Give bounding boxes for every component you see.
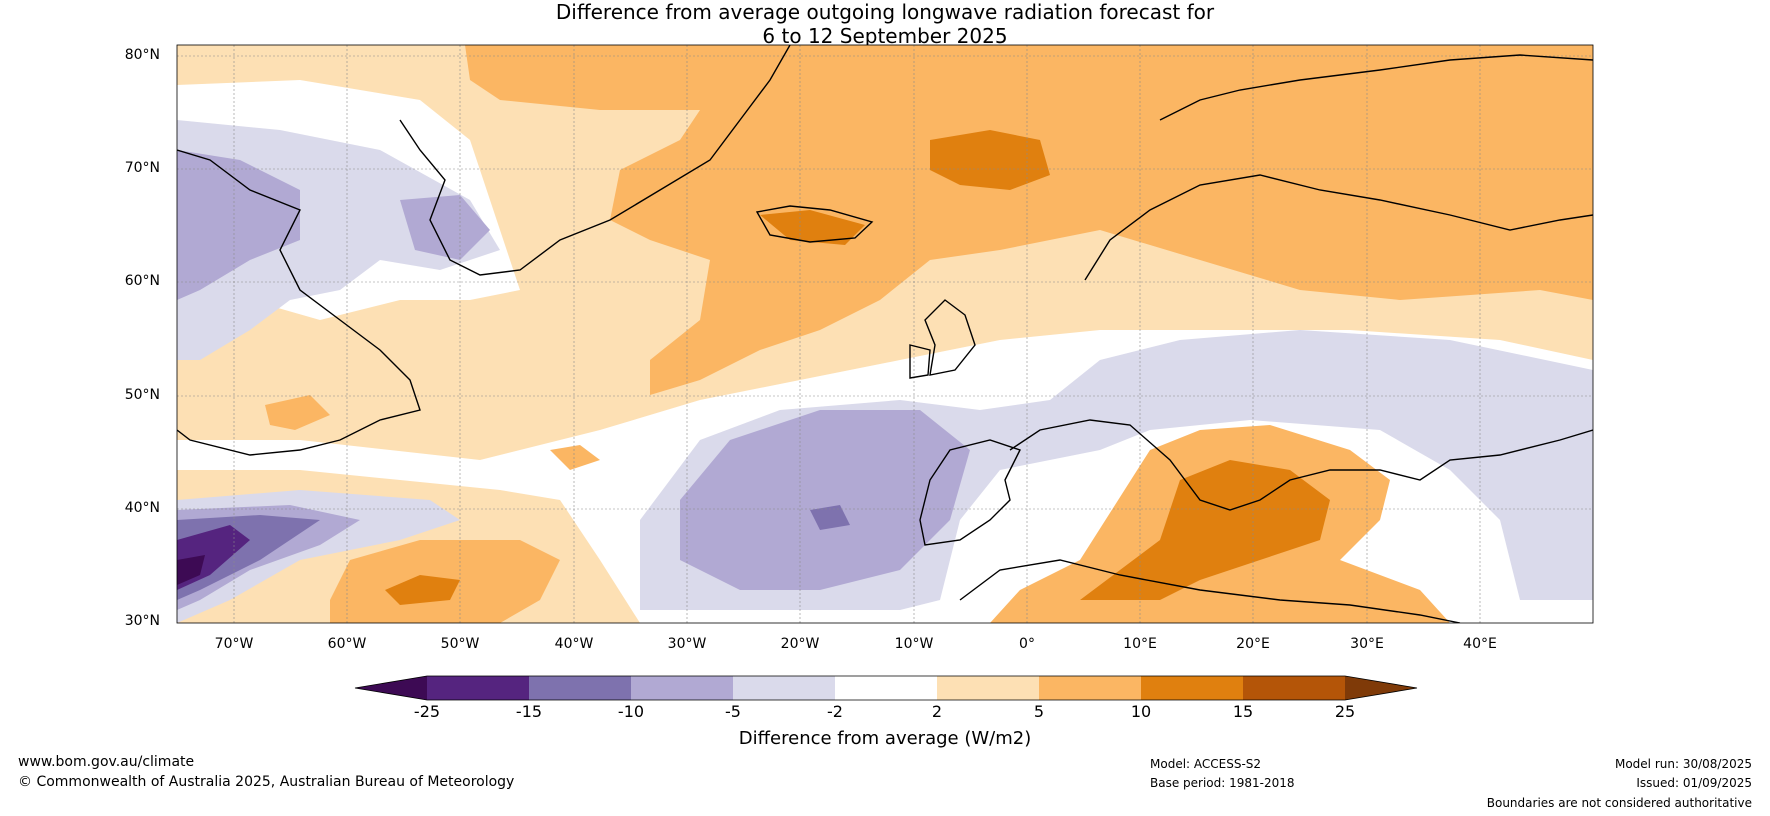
- graticule: [177, 45, 1593, 623]
- colorbar-tick: 2: [931, 702, 943, 721]
- map-title: Difference from average outgoing longwav…: [0, 0, 1770, 48]
- colorbar-bin-3: [631, 676, 733, 700]
- zone-mid-purple-patch: [810, 505, 850, 530]
- lat-label-50n: 50°N: [124, 387, 160, 403]
- lon-label-10w: 10°W: [894, 636, 934, 652]
- colorbar-tick: 10: [1130, 702, 1152, 721]
- lon-label-60w: 60°W: [327, 636, 367, 652]
- coast-iberia: [919, 439, 1021, 546]
- colorbar-bin-9: [1243, 676, 1345, 700]
- colorbar-extend-low: [355, 676, 427, 700]
- colorbar-tick: -15: [515, 702, 543, 721]
- coast-ireland: [909, 344, 931, 379]
- colorbar-outline: [354, 675, 1418, 701]
- colorbar-bin-6: [937, 676, 1039, 700]
- colorbar-bin-1: [427, 676, 529, 700]
- base-period-text: Base period: 1981-2018: [1150, 776, 1295, 790]
- lon-label-0: 0°: [1019, 636, 1035, 652]
- zone-orange-patch-atlantic: [550, 445, 600, 470]
- zone-dark-orange-sw: [385, 575, 460, 605]
- disclaimer-text: Boundaries are not considered authoritat…: [1486, 796, 1752, 810]
- lon-label-20w: 20°W: [780, 636, 820, 652]
- zone-purple-nw: [177, 150, 300, 300]
- issued-text: Issued: 01/09/2025: [1636, 776, 1752, 790]
- lat-label-30n: 30°N: [124, 613, 160, 629]
- lat-label-60n: 60°N: [124, 273, 160, 289]
- coast-iceland: [755, 205, 874, 243]
- colorbar-tick: 5: [1033, 702, 1045, 721]
- lon-label-30w: 30°W: [667, 636, 707, 652]
- zone-orange-newfoundland: [265, 395, 330, 430]
- title-line-2: 6 to 12 September 2025: [762, 24, 1008, 48]
- lat-label-80n: 80°N: [124, 47, 160, 63]
- lon-label-10e: 10°E: [1123, 636, 1157, 652]
- lon-label-20e: 20°E: [1236, 636, 1270, 652]
- lon-label-40e: 40°E: [1463, 636, 1497, 652]
- coast-arctic: [1159, 54, 1593, 121]
- lat-label-70n: 70°N: [124, 160, 160, 176]
- colorbar-tick: -2: [827, 702, 843, 721]
- map-fill: [177, 45, 1593, 623]
- coast-southern-europe: [1009, 419, 1593, 511]
- website-link[interactable]: www.bom.gov.au/climate: [18, 754, 195, 770]
- lon-label-50w: 50°W: [440, 636, 480, 652]
- colorbar-bin-5: [835, 676, 937, 700]
- model-text: Model: ACCESS-S2: [1150, 757, 1262, 771]
- coast-greenland: [399, 45, 791, 276]
- title-line-1: Difference from average outgoing longwav…: [555, 0, 1215, 24]
- lat-label-40n: 40°N: [124, 500, 160, 516]
- colorbar-tick: -10: [617, 702, 645, 721]
- zone-purple-greenland: [400, 195, 490, 260]
- colorbar-bin-8: [1141, 676, 1243, 700]
- colorbar-bin-2: [529, 676, 631, 700]
- coastlines: [177, 45, 1593, 623]
- colorbar-tick: 25: [1334, 702, 1356, 721]
- lon-label-40w: 40°W: [554, 636, 594, 652]
- coast-scandinavia: [1084, 174, 1593, 281]
- colorbar-bin-4: [733, 676, 835, 700]
- coast-north-america: [177, 149, 421, 456]
- map-frame: [176, 44, 1594, 624]
- zone-darkest-purple-sw: [177, 555, 205, 585]
- lon-label-30e: 30°E: [1350, 636, 1384, 652]
- zone-purple-central: [680, 410, 970, 590]
- colorbar-extend-high: [1345, 676, 1417, 700]
- coast-north-africa: [959, 559, 1461, 623]
- model-run-text: Model run: 30/08/2025: [1614, 757, 1752, 771]
- colorbar-bin-7: [1039, 676, 1141, 700]
- colorbar-tick: -5: [725, 702, 741, 721]
- coast-britain: [924, 299, 976, 376]
- colorbar: [354, 675, 1418, 701]
- zone-iceland: [760, 210, 865, 245]
- copyright-text: © Commonwealth of Australia 2025, Austra…: [18, 774, 515, 790]
- zone-orange-north: [465, 45, 1593, 395]
- zone-dark-orange-north: [930, 130, 1050, 190]
- colorbar-tick: -25: [413, 702, 441, 721]
- colorbar-tick: 15: [1232, 702, 1254, 721]
- colorbar-label: Difference from average (W/m2): [738, 728, 1032, 749]
- lon-label-70w: 70°W: [214, 636, 254, 652]
